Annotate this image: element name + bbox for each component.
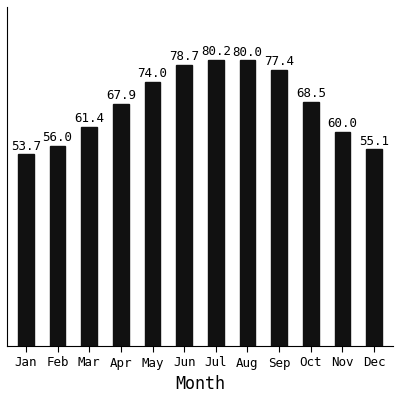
Text: 60.0: 60.0 xyxy=(328,117,358,130)
Text: 61.4: 61.4 xyxy=(74,112,104,125)
Bar xyxy=(113,104,129,346)
Bar xyxy=(50,146,66,346)
Text: 78.7: 78.7 xyxy=(169,50,199,63)
Bar xyxy=(81,127,97,346)
Bar xyxy=(145,82,160,346)
Text: 77.4: 77.4 xyxy=(264,55,294,68)
Text: 56.0: 56.0 xyxy=(42,131,72,144)
Text: 68.5: 68.5 xyxy=(296,87,326,100)
Bar xyxy=(240,60,255,346)
Bar xyxy=(366,149,382,346)
Text: 80.2: 80.2 xyxy=(201,45,231,58)
Text: 53.7: 53.7 xyxy=(11,140,41,152)
Text: 67.9: 67.9 xyxy=(106,89,136,102)
Text: 74.0: 74.0 xyxy=(138,67,168,80)
Bar xyxy=(303,102,319,346)
Bar xyxy=(18,154,34,346)
Bar xyxy=(208,60,224,346)
Text: 80.0: 80.0 xyxy=(232,46,262,59)
X-axis label: Month: Month xyxy=(175,375,225,393)
Bar xyxy=(334,132,350,346)
Bar xyxy=(176,65,192,346)
Text: 55.1: 55.1 xyxy=(359,134,389,148)
Bar xyxy=(271,70,287,346)
